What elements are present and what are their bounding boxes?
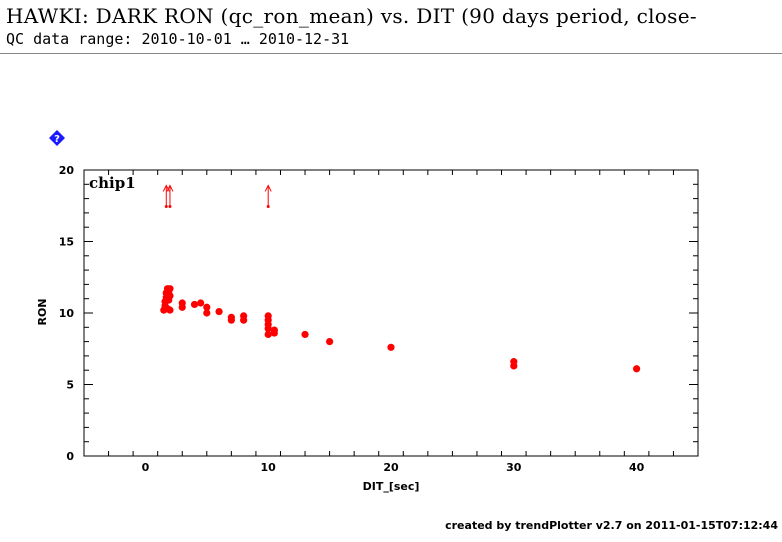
data-point (301, 330, 309, 339)
data-point (264, 330, 272, 339)
page-title: HAWKI: DARK RON (qc_ron_mean) vs. DIT (9… (6, 4, 697, 28)
data-point (270, 326, 278, 334)
out-of-range-arrow (166, 184, 174, 208)
arrow-head (166, 184, 174, 192)
y-tick-label: 10 (59, 307, 75, 320)
x-tick-label: 40 (629, 461, 645, 474)
help-diamond-icon[interactable]: ? (49, 130, 65, 146)
svg-text:?: ? (54, 134, 60, 145)
data-point (203, 303, 211, 311)
x-tick-label: 0 (142, 461, 150, 474)
data-point (190, 300, 199, 309)
arrow-base-dot (164, 204, 168, 208)
x-tick-label: 10 (261, 461, 277, 474)
data-point (326, 338, 334, 346)
y-axis-label: RON (36, 298, 49, 325)
x-tick-label: 20 (383, 461, 399, 474)
panel-label: chip1 (89, 174, 136, 192)
data-range-subtitle: QC data range: 2010-10-01 … 2010-12-31 (6, 30, 350, 48)
x-tick-label: 30 (506, 461, 522, 474)
y-tick-label: 15 (59, 236, 74, 249)
data-point (166, 306, 174, 314)
data-point (387, 343, 395, 351)
data-point (215, 307, 223, 316)
data-point (166, 285, 174, 293)
data-point (510, 358, 518, 366)
header-divider (0, 53, 782, 54)
data-point (264, 312, 272, 320)
footer-credit: created by trendPlotter v2.7 on 2011-01-… (445, 519, 778, 532)
arrow-head (264, 184, 272, 192)
data-point (178, 299, 186, 307)
data-point (227, 313, 235, 321)
data-point (203, 309, 211, 317)
y-tick-label: 20 (59, 164, 75, 177)
data-point (166, 292, 174, 300)
data-point (633, 365, 641, 373)
plot-frame (83, 169, 699, 457)
x-axis-label: DIT_[sec] (363, 480, 420, 493)
y-tick-label: 0 (66, 450, 74, 463)
y-tick-label: 5 (66, 379, 74, 392)
out-of-range-arrow (264, 184, 272, 208)
arrow-base-dot (266, 204, 270, 208)
data-point (240, 312, 248, 320)
data-point (197, 299, 205, 307)
arrow-base-dot (168, 204, 172, 208)
